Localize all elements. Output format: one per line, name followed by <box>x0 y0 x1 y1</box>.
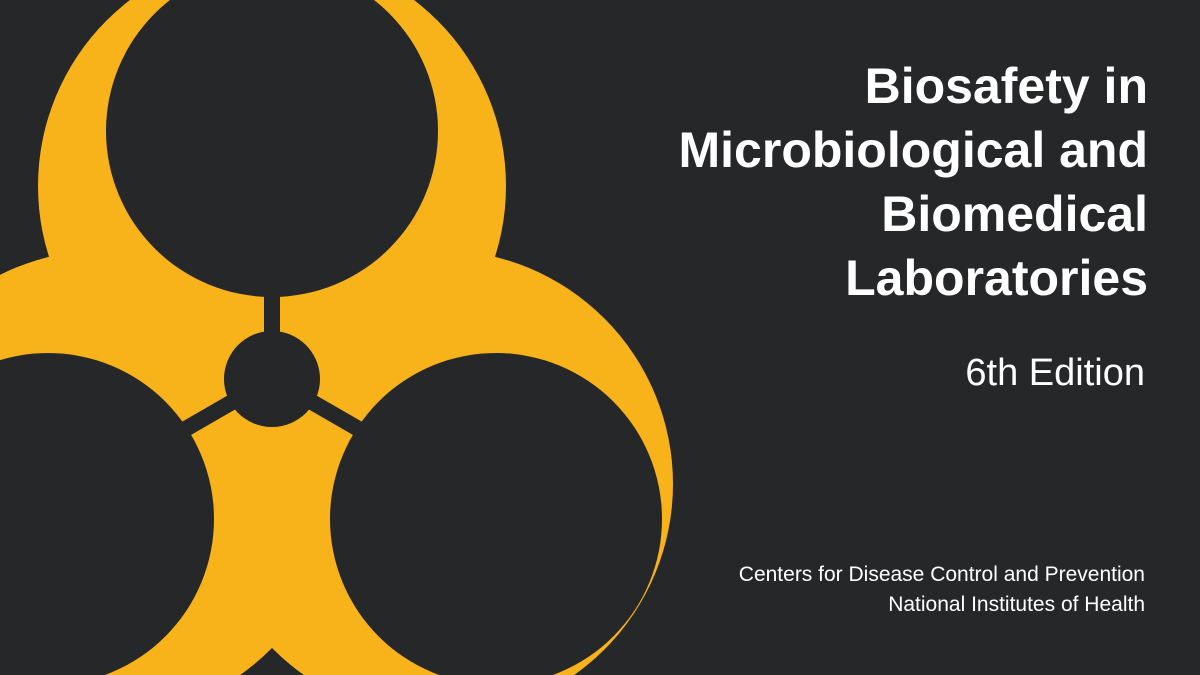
publishers-block: Centers for Disease Control and Preventi… <box>739 560 1145 620</box>
book-title: Biosafety in Microbiological and Biomedi… <box>508 54 1148 310</box>
title-line-3: Biomedical <box>881 186 1148 242</box>
title-line-4: Laboratories <box>845 250 1148 306</box>
biohazard-inner-ring <box>31 138 513 620</box>
title-line-1: Biosafety in <box>864 58 1148 114</box>
publisher-nih: National Institutes of Health <box>888 593 1145 616</box>
title-line-2: Microbiological and <box>678 122 1148 178</box>
edition-label: 6th Edition <box>965 352 1145 394</box>
publisher-cdc: Centers for Disease Control and Preventi… <box>738 563 1145 586</box>
